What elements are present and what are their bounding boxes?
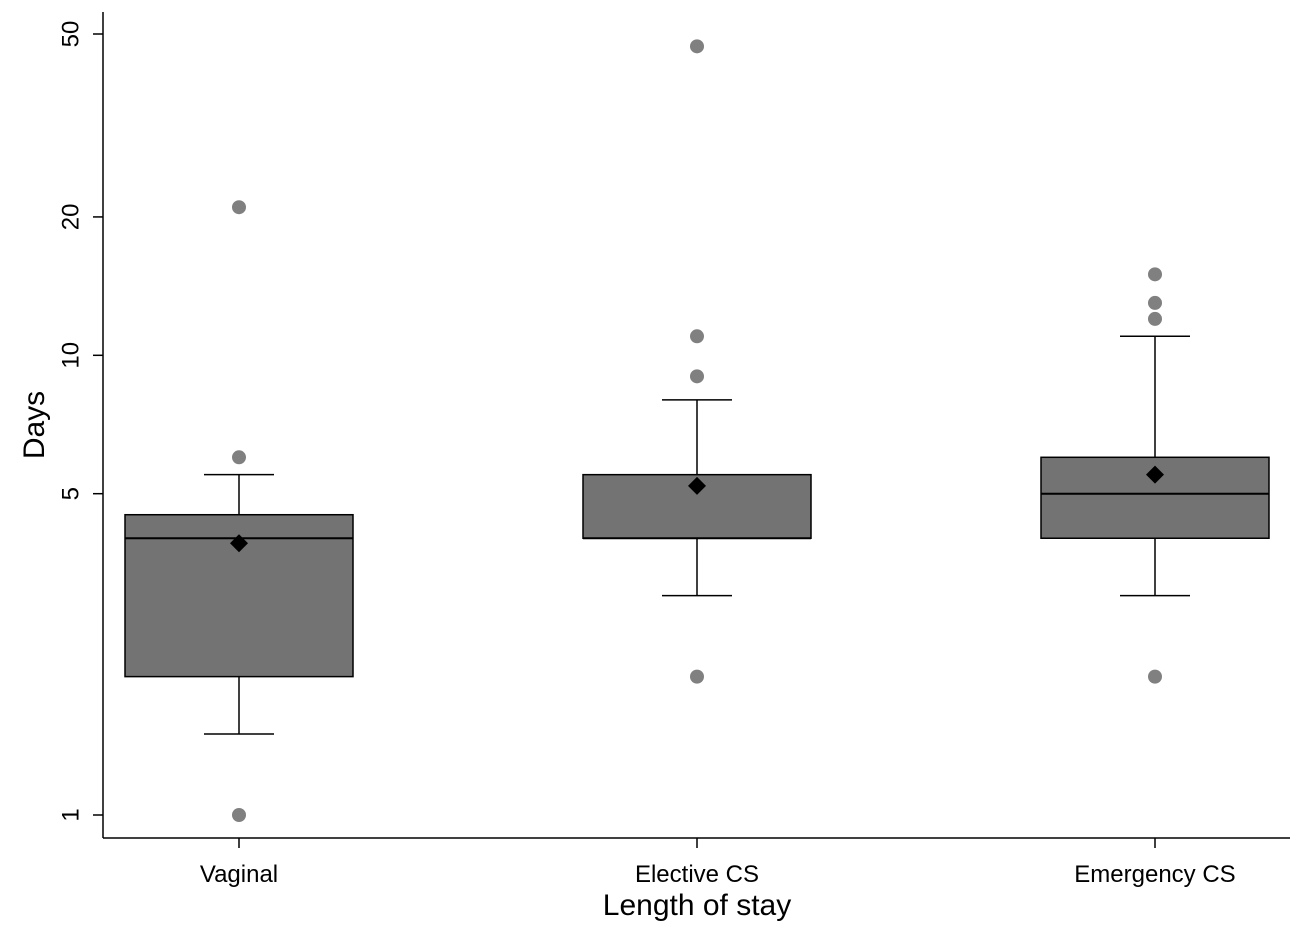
outlier-point — [232, 808, 246, 822]
outlier-point — [1148, 295, 1162, 310]
outlier-point — [690, 329, 704, 344]
box-group — [582, 39, 812, 684]
x-tick-label: Emergency CS — [1074, 861, 1235, 888]
box-group — [1040, 267, 1270, 684]
outlier-point — [1148, 267, 1162, 282]
outlier-point — [690, 39, 704, 54]
outlier-point — [1148, 311, 1162, 326]
y-axis-title: Days — [18, 391, 51, 459]
y-tick-label: 1 — [57, 808, 84, 821]
mean-marker — [1146, 465, 1164, 484]
y-tick-label: 50 — [57, 21, 84, 48]
x-tick-label: Vaginal — [200, 861, 278, 888]
outlier-point — [1148, 669, 1162, 684]
axes: 1 5 10 20 50 Vaginal Elective CS Emergency CS — [57, 12, 1290, 888]
mean-marker — [230, 534, 248, 553]
box-group — [124, 200, 354, 822]
y-tick-label: 5 — [57, 487, 84, 500]
outlier-point — [690, 669, 704, 684]
outlier-point — [690, 369, 704, 384]
outlier-point — [232, 450, 246, 465]
mean-marker — [688, 476, 706, 495]
y-tick-label: 20 — [57, 204, 84, 231]
x-tick-label: Elective CS — [635, 861, 759, 888]
y-tick-label: 10 — [57, 342, 84, 369]
x-axis-title: Length of stay — [603, 889, 791, 922]
outlier-point — [232, 200, 246, 215]
plot-area — [124, 39, 1270, 822]
